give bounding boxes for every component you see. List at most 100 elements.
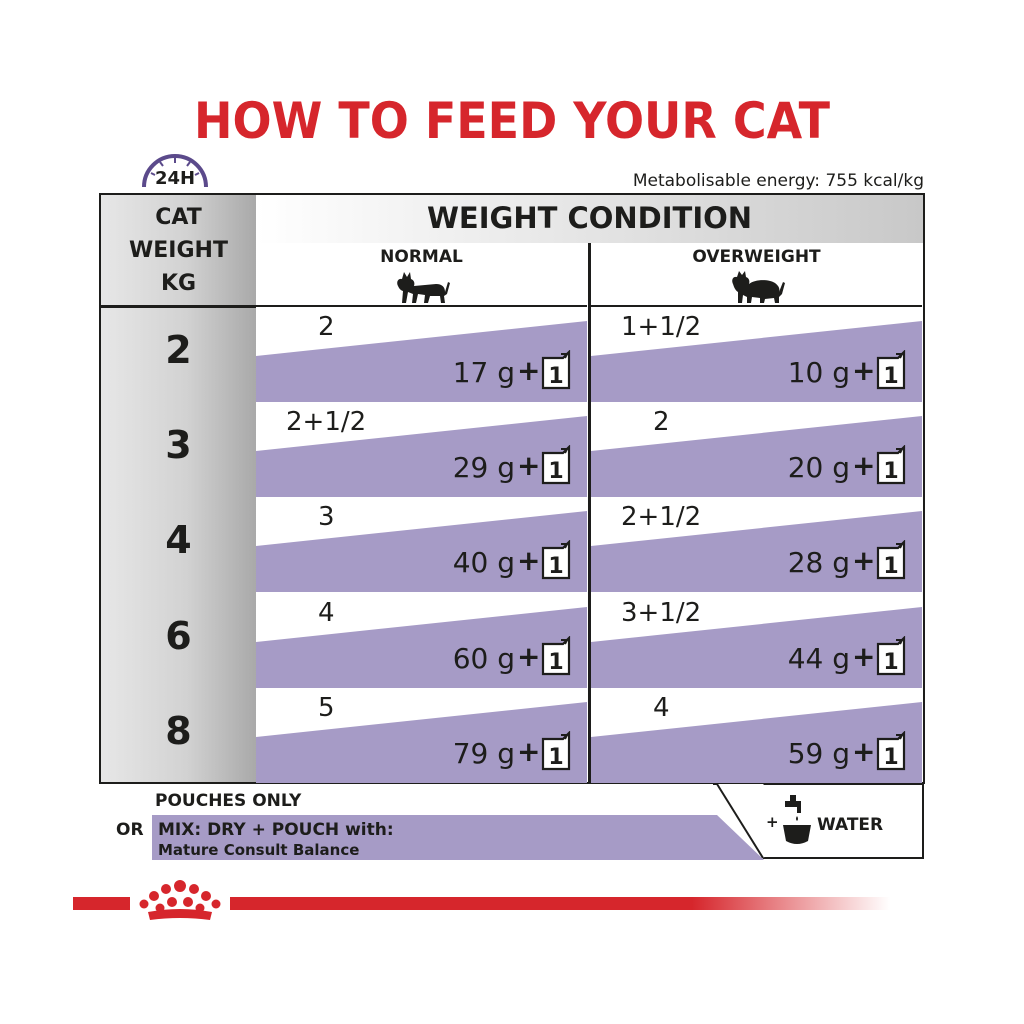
pouch-count: 3	[318, 502, 335, 533]
weight-column	[101, 195, 256, 782]
purple-band	[256, 701, 587, 783]
mix-label: MIX: DRY + POUCH with:	[158, 820, 394, 840]
pouch-number: 1	[548, 554, 563, 579]
dry-food-grams: 40 g	[452, 546, 515, 580]
feeding-cell-normal: 3 40 g +1	[256, 498, 587, 593]
pouch-count: 3+1/2	[621, 597, 702, 628]
pouch-count: 2	[318, 312, 335, 342]
column-divider	[256, 305, 587, 307]
purple-band	[591, 416, 922, 498]
purple-band	[256, 321, 587, 402]
weight-header: CAT WEIGHT KG	[101, 201, 256, 300]
pouch-count: 4	[318, 597, 335, 628]
feeding-cell-normal: 2 17 g +1	[256, 308, 587, 402]
plus-pouch: +1	[517, 635, 577, 676]
pouch-count: 2+1/2	[621, 502, 702, 533]
pouch-icon: 1	[876, 540, 906, 580]
plus-sign: +	[517, 734, 541, 768]
dry-food-grams: 20 g	[787, 451, 850, 485]
feeding-cell-overweight: 2+1/2 28 g +1	[591, 498, 922, 593]
weight-header-line: KG	[160, 271, 197, 296]
pouch-icon: 1	[541, 350, 571, 390]
plus-sign: +	[517, 639, 541, 673]
pouches-only-label: POUCHES ONLY	[155, 791, 302, 811]
pouch-number: 1	[883, 554, 898, 579]
brand-line	[73, 897, 130, 910]
dry-food-grams: 60 g	[452, 641, 515, 675]
cat-weight-kg: 6	[165, 613, 192, 658]
purple-band	[256, 416, 587, 498]
feeding-cell-normal: 2+1/2 29 g +1	[256, 403, 587, 498]
water-box	[713, 783, 924, 859]
water-tap-icon	[783, 795, 811, 844]
plus-pouch: +1	[517, 445, 577, 485]
mix-band	[152, 815, 764, 860]
plus-sign: +	[852, 449, 876, 483]
energy-note: Metabolisable energy: 755 kcal/kg	[632, 171, 924, 191]
pouch-number: 1	[883, 364, 898, 389]
dry-food-grams: 10 g	[787, 356, 850, 389]
dry-food-grams: 17 g	[452, 356, 515, 389]
feeding-table: CAT WEIGHT KG WEIGHT CONDITION NORMAL OV…	[99, 193, 925, 784]
plus-sign: +	[517, 354, 541, 387]
plus-sign: +	[852, 354, 876, 387]
brand-line	[230, 897, 890, 910]
plus-pouch: +1	[517, 730, 577, 771]
pouch-icon: 1	[876, 350, 906, 390]
cat-overweight-icon	[732, 271, 785, 303]
dry-food-grams: 79 g	[452, 736, 515, 770]
pouch-icon: 1	[541, 445, 571, 485]
cat-weight-kg: 2	[165, 328, 192, 372]
cat-standing-icon	[397, 272, 450, 303]
pouch-number: 1	[883, 459, 898, 484]
cat-weight-kg: 8	[165, 708, 192, 753]
plus-pouch: +1	[852, 635, 912, 676]
plus-pouch: +1	[852, 445, 912, 485]
feeding-cell-overweight: 1+1/2 10 g +1	[591, 308, 922, 402]
cat-weight-kg: 4	[165, 518, 192, 563]
pouch-count: 5	[318, 692, 335, 723]
page-title: HOW TO FEED YOUR CAT	[193, 92, 831, 150]
plus-sign: +	[852, 734, 876, 768]
clock-label: 24H	[154, 168, 196, 189]
clock-24h-icon	[142, 154, 208, 188]
cat-weight-kg: 3	[165, 423, 192, 468]
weight-header-line: WEIGHT	[129, 238, 228, 263]
plus-pouch: +1	[852, 730, 912, 771]
pouch-icon: 1	[541, 540, 571, 580]
plus-pouch: +1	[517, 350, 577, 390]
pouch-number: 1	[883, 745, 898, 770]
water-label: WATER	[817, 815, 884, 835]
plus-sign: +	[517, 449, 541, 483]
crown-logo-icon	[139, 880, 221, 920]
pouch-icon: 1	[876, 635, 906, 675]
feeding-cell-overweight: 3+1/2 44 g +1	[591, 594, 922, 688]
pouch-icon: 1	[876, 445, 906, 485]
plus-sign: +	[852, 639, 876, 673]
pouch-icon: 1	[541, 635, 571, 675]
plus-pouch: +1	[852, 350, 912, 390]
purple-band	[591, 511, 922, 593]
pouch-count: 1+1/2	[621, 312, 702, 342]
mix-product: Mature Consult Balance	[158, 841, 360, 859]
condition-title: WEIGHT CONDITION	[426, 201, 753, 235]
purple-band	[591, 701, 922, 783]
pouch-number: 1	[548, 364, 563, 389]
pouch-number: 1	[548, 650, 563, 675]
dry-food-grams: 59 g	[787, 736, 850, 770]
purple-band	[591, 606, 922, 688]
weight-header-line: CAT	[155, 205, 202, 230]
plus-sign: +	[852, 544, 876, 578]
dry-food-grams: 28 g	[787, 546, 850, 580]
column-header-normal: NORMAL	[380, 247, 463, 267]
plus-pouch: +1	[517, 540, 577, 580]
feeding-cell-overweight: 4 59 g +1	[591, 689, 922, 783]
column-header-overweight: OVERWEIGHT	[692, 247, 821, 267]
pouch-number: 1	[883, 650, 898, 675]
pouch-count: 2+1/2	[286, 407, 367, 438]
purple-band	[591, 321, 922, 402]
header-divider	[101, 305, 256, 308]
feeding-cell-normal: 4 60 g +1	[256, 594, 587, 688]
purple-band	[256, 606, 587, 688]
plus-pouch: +1	[852, 540, 912, 580]
